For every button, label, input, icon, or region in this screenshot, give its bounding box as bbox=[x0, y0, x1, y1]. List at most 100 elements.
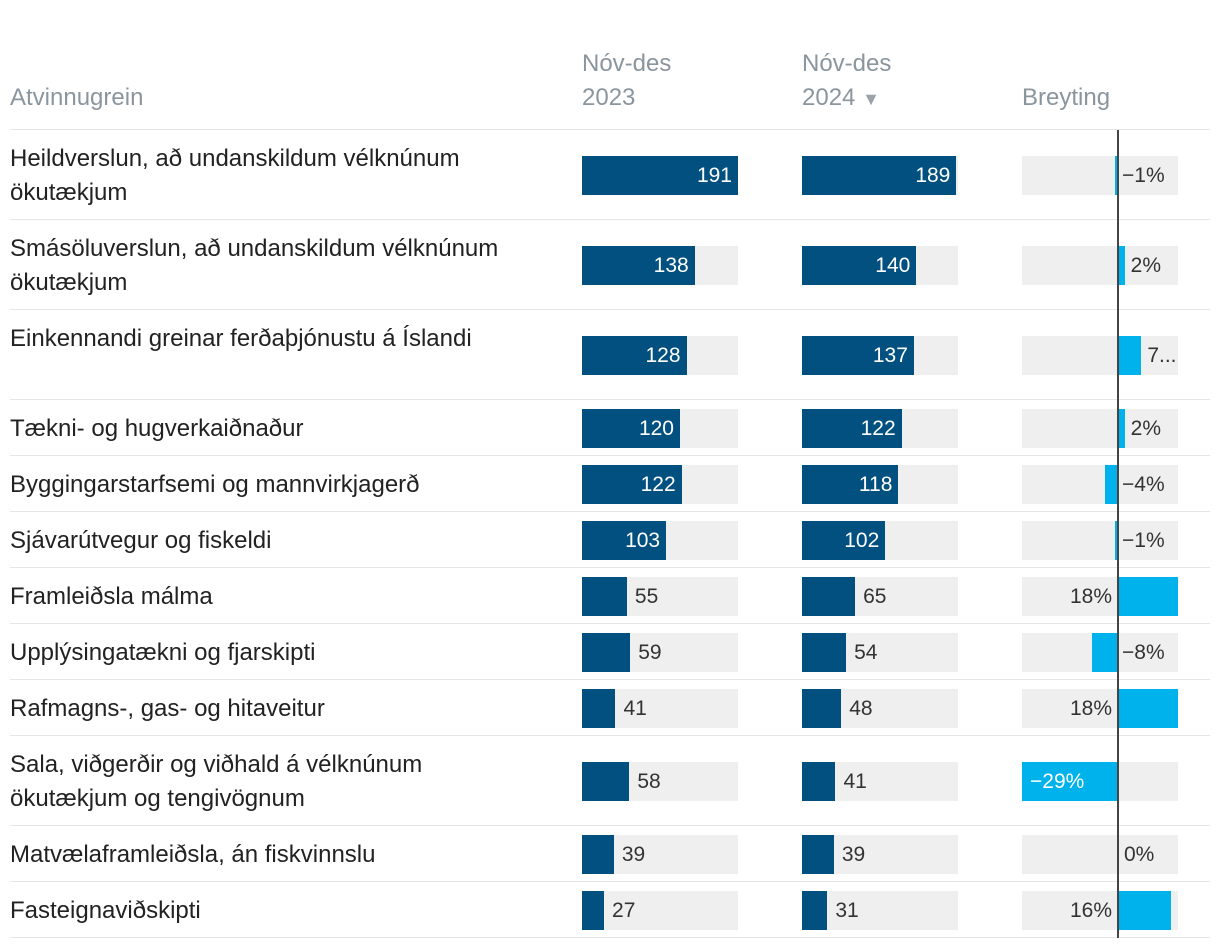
change-bar bbox=[1114, 520, 1118, 560]
table-row: Sjávarútvegur og fiskeldi 103 102 −1% bbox=[10, 512, 1210, 568]
change-track: −29% bbox=[1022, 761, 1178, 801]
bar-2023-track: 120 bbox=[582, 408, 738, 448]
change-track: 7... bbox=[1022, 335, 1178, 375]
change-track: 0% bbox=[1022, 834, 1178, 874]
bar-2024 bbox=[802, 632, 847, 672]
change-track: 18% bbox=[1022, 576, 1178, 616]
change-value: 18% bbox=[1069, 584, 1112, 608]
change-value: 18% bbox=[1069, 696, 1112, 720]
bar-2023 bbox=[582, 335, 687, 375]
bar-2024 bbox=[802, 520, 886, 560]
bar-2023-track: 59 bbox=[582, 632, 738, 672]
bar-2023 bbox=[582, 245, 695, 285]
bar-2024-track: 137 bbox=[802, 335, 958, 375]
column-header-2024[interactable]: Nóv-des 2024 ▼ bbox=[802, 47, 891, 116]
table-row: Sala, viðgerðir og viðhald á vélknúnum ö… bbox=[10, 736, 1210, 826]
bar-2024-value: 189 bbox=[915, 163, 951, 187]
bar-2023 bbox=[582, 520, 667, 560]
bar-2023-value: 55 bbox=[634, 584, 659, 608]
change-bar bbox=[1118, 576, 1178, 616]
bar-2023 bbox=[582, 464, 682, 504]
bar-2023-track: 122 bbox=[582, 464, 738, 504]
table-row: Matvælaframleiðsla, án fiskvinnslu 39 39 0% bbox=[10, 826, 1210, 882]
bar-2023-value: 39 bbox=[621, 842, 646, 866]
change-zero-axis bbox=[1117, 130, 1119, 938]
bar-2024-track: 122 bbox=[802, 408, 958, 448]
sort-descending-icon[interactable]: ▼ bbox=[862, 89, 880, 109]
bar-2023 bbox=[582, 688, 616, 728]
bar-2023-value: 120 bbox=[638, 416, 674, 440]
bar-2024-value: 137 bbox=[872, 343, 908, 367]
change-value: 2% bbox=[1130, 416, 1162, 440]
change-bar bbox=[1118, 245, 1125, 285]
change-bar bbox=[1022, 761, 1118, 801]
bar-2024 bbox=[802, 155, 957, 195]
bar-2024-track: 118 bbox=[802, 464, 958, 504]
bar-2023-track: 55 bbox=[582, 576, 738, 616]
bar-2023-value: 122 bbox=[640, 472, 676, 496]
change-value: −1% bbox=[1122, 528, 1165, 552]
bar-2023 bbox=[582, 576, 627, 616]
bar-2024-value: 65 bbox=[863, 584, 887, 608]
change-bar bbox=[1091, 632, 1118, 672]
bar-2024-value: 54 bbox=[854, 640, 878, 664]
bar-2024 bbox=[802, 688, 842, 728]
bar-2024-value: 102 bbox=[844, 528, 880, 552]
table-row: Rafmagns-, gas- og hitaveitur 41 48 18% bbox=[10, 680, 1210, 736]
change-value: 7... bbox=[1147, 343, 1177, 367]
sector-label: Smásöluverslun, að undanskildum vélknúnu… bbox=[10, 235, 499, 296]
bar-2024-value: 39 bbox=[841, 842, 866, 866]
bar-2023-track: 27 bbox=[582, 890, 738, 930]
bar-2024 bbox=[802, 335, 914, 375]
sector-label: Framleiðsla málma bbox=[10, 583, 213, 610]
change-value: −29% bbox=[1030, 769, 1085, 793]
column-header-sector[interactable]: Atvinnugrein bbox=[10, 84, 144, 111]
bar-2024-track: 65 bbox=[802, 576, 958, 616]
change-value: −4% bbox=[1122, 472, 1165, 496]
change-bar bbox=[1104, 464, 1118, 504]
bar-2024-value: 41 bbox=[843, 769, 867, 793]
change-track: 18% bbox=[1022, 688, 1178, 728]
change-track: 2% bbox=[1022, 245, 1178, 285]
bar-2024-track: 102 bbox=[802, 520, 958, 560]
bar-2024-value: 118 bbox=[858, 472, 893, 496]
change-track: −1% bbox=[1022, 155, 1178, 195]
bar-2023-value: 191 bbox=[696, 163, 732, 187]
bar-2024 bbox=[802, 408, 902, 448]
change-track: −1% bbox=[1022, 520, 1178, 560]
bar-2024-track: 54 bbox=[802, 632, 958, 672]
change-value: 2% bbox=[1130, 253, 1162, 277]
table-row: Heildverslun, að undanskildum vélknúnum … bbox=[10, 130, 1210, 220]
table-row: Einkennandi greinar ferðaþjónustu á Ísla… bbox=[10, 310, 1210, 400]
bar-2023-value: 128 bbox=[645, 343, 681, 367]
change-value: 0% bbox=[1124, 842, 1155, 866]
bar-2024-track: 140 bbox=[802, 245, 958, 285]
change-bar bbox=[1118, 688, 1178, 728]
bar-2023 bbox=[582, 890, 605, 930]
bar-2023-track: 58 bbox=[582, 761, 738, 801]
bar-2024-value: 31 bbox=[835, 898, 859, 922]
sector-label: Upplýsingatækni og fjarskipti bbox=[10, 639, 316, 666]
bar-2023-value: 41 bbox=[623, 696, 647, 720]
sector-label: Rafmagns-, gas- og hitaveitur bbox=[10, 695, 325, 722]
column-header-2023-line1: Nóv-des bbox=[582, 50, 672, 77]
change-track: 2% bbox=[1022, 408, 1178, 448]
sector-label: Matvælaframleiðsla, án fiskvinnslu bbox=[10, 841, 376, 868]
bar-2023-value: 103 bbox=[625, 528, 661, 552]
bar-2024 bbox=[802, 245, 917, 285]
sector-label: Tækni- og hugverkaiðnaður bbox=[10, 415, 304, 442]
bar-2024-track: 48 bbox=[802, 688, 958, 728]
sector-label: Einkennandi greinar ferðaþjónustu á Ísla… bbox=[10, 325, 472, 352]
bar-2023-track: 138 bbox=[582, 245, 738, 285]
change-track: −4% bbox=[1022, 464, 1178, 504]
change-bar bbox=[1114, 155, 1118, 195]
bar-2024-track: 189 bbox=[802, 155, 958, 195]
column-header-change[interactable]: Breyting bbox=[1022, 84, 1111, 111]
change-track: −8% bbox=[1022, 632, 1178, 672]
sector-label: Heildverslun, að undanskildum vélknúnum … bbox=[10, 145, 460, 206]
table-row: Upplýsingatækni og fjarskipti 59 54 −8% bbox=[10, 624, 1210, 680]
change-bar bbox=[1118, 890, 1172, 930]
bar-2024-track: 41 bbox=[802, 761, 958, 801]
column-header-2023[interactable]: Nóv-des 2023 bbox=[582, 47, 671, 115]
table-header: Atvinnugrein Nóv-des 2023 Nóv-des 2024 ▼… bbox=[10, 0, 1210, 130]
